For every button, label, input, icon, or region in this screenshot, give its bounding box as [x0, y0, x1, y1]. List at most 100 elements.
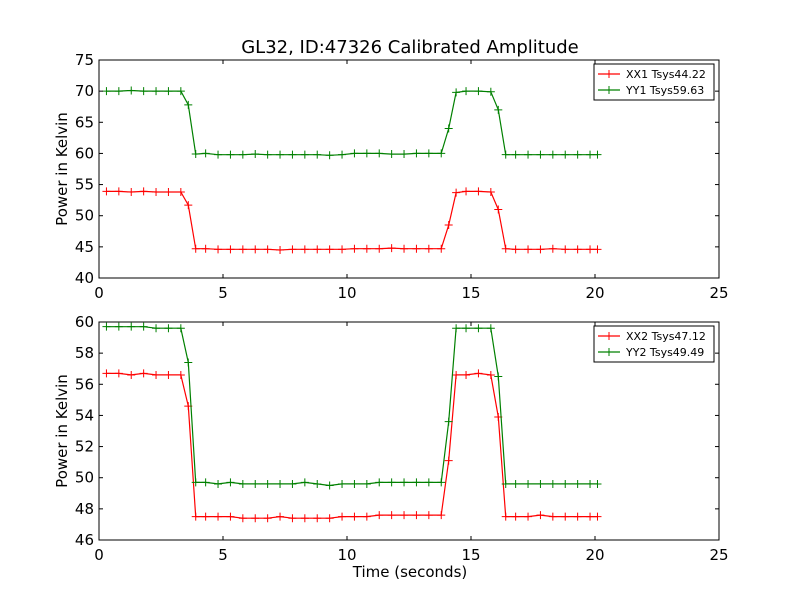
data-point: [424, 478, 433, 487]
data-point: [548, 244, 557, 253]
x-tick-label: 20: [585, 546, 604, 564]
data-point: [548, 150, 557, 159]
data-point: [593, 512, 602, 521]
data-point: [412, 511, 421, 520]
chart-title: GL32, ID:47326 Calibrated Amplitude: [241, 37, 579, 58]
data-point: [573, 479, 582, 488]
data-point: [437, 478, 446, 487]
y-tick-label: 52: [75, 438, 94, 456]
data-point: [573, 512, 582, 521]
data-point: [102, 322, 111, 331]
y-tick-label: 45: [75, 238, 94, 256]
data-point: [524, 512, 533, 521]
y-tick-label: 54: [75, 406, 94, 424]
y-tick-label: 50: [75, 469, 94, 487]
data-point: [127, 322, 136, 331]
x-tick-label: 15: [461, 546, 480, 564]
data-point: [276, 245, 285, 254]
data-point: [201, 478, 210, 487]
data-point: [114, 322, 123, 331]
data-point: [201, 244, 210, 253]
x-tick-label: 0: [94, 284, 104, 302]
data-point: [412, 244, 421, 253]
legend-label: XX2 Tsys47.12: [626, 330, 706, 343]
y-tick-label: 65: [75, 113, 94, 131]
data-point: [536, 511, 545, 520]
data-point: [152, 370, 161, 379]
x-tick-label: 20: [585, 284, 604, 302]
data-point: [486, 87, 495, 96]
data-point: [511, 245, 520, 254]
data-point: [176, 370, 185, 379]
data-point: [176, 87, 185, 96]
data-point: [276, 479, 285, 488]
data-point: [375, 478, 384, 487]
data-point: [226, 512, 235, 521]
data-point: [226, 245, 235, 254]
data-point: [501, 479, 510, 488]
data-point: [313, 245, 322, 254]
x-tick-label: 5: [218, 546, 228, 564]
y-tick-label: 46: [75, 531, 94, 549]
data-point: [191, 478, 200, 487]
data-point: [338, 245, 347, 254]
data-point: [201, 512, 210, 521]
data-point: [201, 149, 210, 158]
data-point: [573, 150, 582, 159]
legend-marker: [605, 348, 613, 356]
data-point: [114, 369, 123, 378]
data-point: [263, 479, 272, 488]
data-point: [501, 512, 510, 521]
data-point: [276, 512, 285, 521]
legend-box: [593, 325, 715, 363]
x-tick-label: 25: [709, 284, 728, 302]
data-point: [486, 370, 495, 379]
y-tick-label: 56: [75, 375, 94, 393]
data-point: [191, 244, 200, 253]
data-point: [362, 479, 371, 488]
data-point: [184, 358, 193, 367]
data-point: [375, 244, 384, 253]
data-point: [139, 187, 148, 196]
data-point: [387, 511, 396, 520]
data-point: [444, 417, 453, 426]
data-point: [444, 456, 453, 465]
data-point: [437, 149, 446, 158]
data-point: [593, 479, 602, 488]
plot-frame: [98, 59, 720, 279]
legend: XX1 Tsys44.22 YY1 Tsys59.63: [593, 63, 715, 101]
data-point: [176, 324, 185, 333]
data-point: [486, 188, 495, 197]
data-point: [452, 188, 461, 197]
data-point: [164, 324, 173, 333]
data-point: [387, 478, 396, 487]
x-tick-label: 15: [461, 284, 480, 302]
data-point: [276, 150, 285, 159]
data-point: [511, 479, 520, 488]
data-point: [350, 244, 359, 253]
data-point: [548, 479, 557, 488]
data-point: [325, 514, 334, 523]
data-point: [561, 512, 570, 521]
subplot-2: 0 5 10 15 20 25 46 48 50 52 54 56 58 60 Power in Kelvi…: [53, 313, 729, 564]
data-point: [152, 87, 161, 96]
data-point: [474, 87, 483, 96]
data-point: [586, 512, 595, 521]
x-tick-label: 25: [709, 546, 728, 564]
series-line-1-2: [106, 89, 598, 156]
data-point: [524, 479, 533, 488]
data-point: [226, 150, 235, 159]
legend: XX2 Tsys47.12 YY2 Tsys49.49: [593, 325, 715, 363]
x-tick-label: 5: [218, 284, 228, 302]
data-point: [593, 150, 602, 159]
data-point: [214, 150, 223, 159]
data-point: [486, 324, 495, 333]
x-axis-label: Time (seconds): [352, 563, 468, 581]
data-point: [494, 205, 503, 214]
data-point: [325, 481, 334, 490]
data-point: [139, 322, 148, 331]
data-point: [452, 88, 461, 97]
data-point: [251, 150, 260, 159]
data-point: [501, 150, 510, 159]
